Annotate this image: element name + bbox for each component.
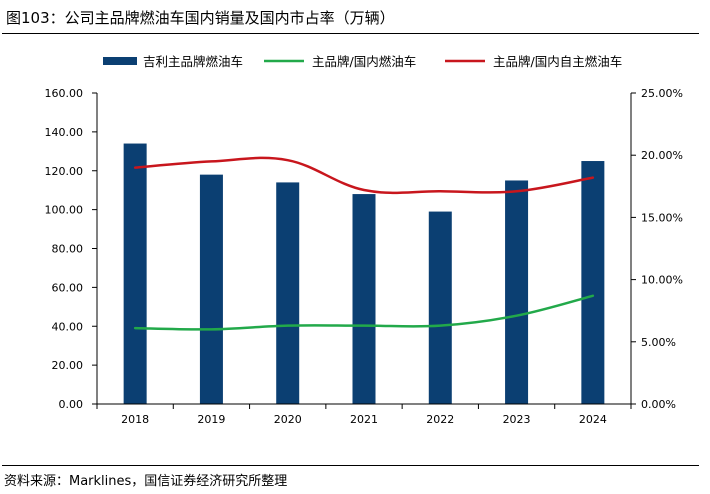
right-tick-label: 15.00% [641, 211, 683, 224]
left-tick-label: 60.00 [52, 281, 84, 294]
left-tick-label: 20.00 [52, 359, 84, 372]
right-tick-label: 0.00% [641, 398, 676, 411]
x-tick-label: 2023 [503, 413, 531, 426]
title-rule [2, 33, 699, 34]
axes: 0.00 20.00 40.00 60.00 80.00 100.00 120.00 140.… [45, 87, 683, 426]
left-tick-label: 140.00 [45, 126, 84, 139]
x-tick-label: 2019 [197, 413, 225, 426]
left-tick-label: 40.00 [52, 320, 84, 333]
right-tick-label: 20.00% [641, 149, 683, 162]
legend: 吉利主品牌燃油车 主品牌/国内燃油车 主品牌/国内自主燃油车 [103, 54, 622, 69]
source-note: 资料来源：Marklines，国信证券经济研究所整理 [4, 474, 288, 489]
figure-title: 图103：公司主品牌燃油车国内销量及国内市占率（万辆） [6, 9, 395, 27]
bar [428, 211, 452, 404]
x-tick-label: 2018 [121, 413, 149, 426]
source-rule [2, 465, 699, 466]
x-tick-label: 2021 [350, 413, 378, 426]
left-tick-label: 160.00 [45, 87, 84, 100]
left-tick-label: 120.00 [45, 165, 84, 178]
right-tick-label: 5.00% [641, 336, 676, 349]
x-tick-label: 2024 [579, 413, 607, 426]
bar [581, 161, 605, 404]
legend-label: 主品牌/国内自主燃油车 [493, 54, 622, 69]
bar [505, 180, 529, 404]
legend-label: 吉利主品牌燃油车 [143, 54, 243, 69]
legend-swatch-bar [103, 57, 137, 65]
line-series [133, 156, 595, 331]
bar-series [123, 143, 605, 404]
bar [352, 194, 376, 404]
left-tick-label: 0.00 [59, 398, 84, 411]
bar [123, 143, 147, 404]
right-tick-label: 25.00% [641, 87, 683, 100]
line-red [133, 156, 595, 195]
x-tick-label: 2020 [274, 413, 302, 426]
bar [199, 174, 223, 404]
bar [276, 182, 300, 404]
legend-label: 主品牌/国内燃油车 [312, 54, 416, 69]
left-tick-label: 100.00 [45, 204, 84, 217]
x-tick-label: 2022 [426, 413, 454, 426]
right-tick-label: 10.00% [641, 274, 683, 287]
left-tick-label: 80.00 [52, 243, 84, 256]
